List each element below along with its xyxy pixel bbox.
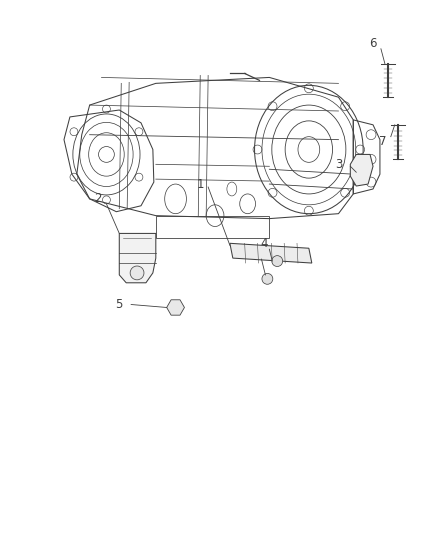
Text: 1: 1 (197, 177, 204, 191)
Polygon shape (230, 243, 312, 263)
Polygon shape (350, 155, 373, 186)
Circle shape (130, 266, 144, 280)
Text: 6: 6 (369, 37, 377, 50)
Text: 4: 4 (261, 237, 268, 250)
Circle shape (272, 256, 283, 266)
Circle shape (262, 273, 273, 284)
Text: 2: 2 (94, 192, 101, 205)
Polygon shape (119, 233, 156, 283)
Text: 5: 5 (116, 298, 123, 311)
Text: 3: 3 (335, 158, 342, 171)
Text: 7: 7 (379, 135, 387, 148)
